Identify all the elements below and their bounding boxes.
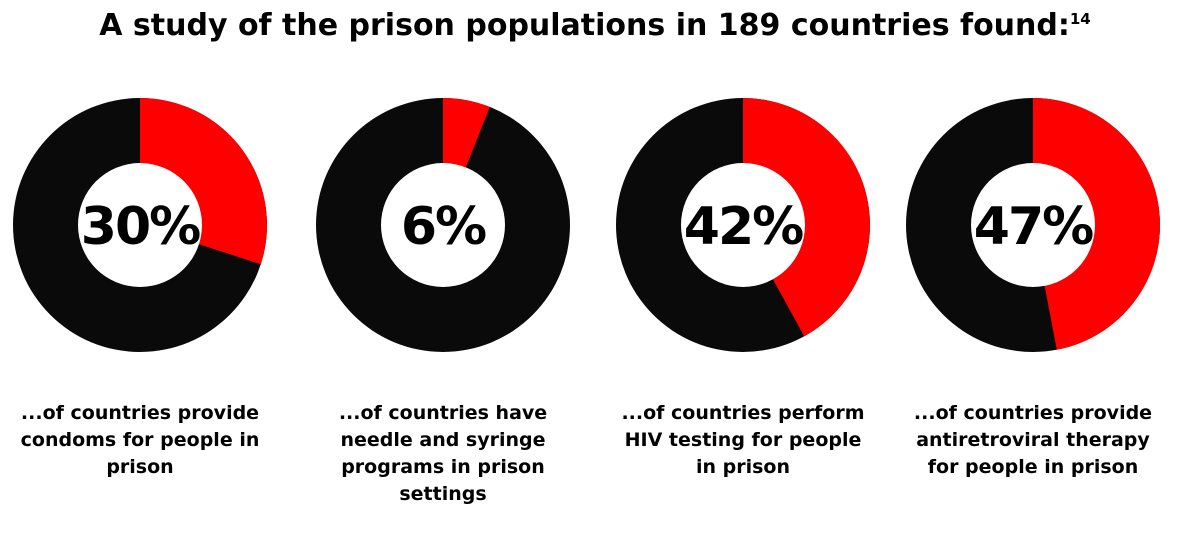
donut-chart-condoms: 30% <box>12 97 268 353</box>
caption-condoms: ...of countries provide condoms for peop… <box>20 402 260 478</box>
donut-chart-hiv-testing: 42% <box>615 97 871 353</box>
donut-slice <box>1033 98 1160 350</box>
donut-svg: 6% <box>316 98 570 352</box>
percent-label: 6% <box>401 197 486 257</box>
footnote-reference: 14 <box>1069 10 1091 28</box>
percent-label: 47% <box>974 197 1093 257</box>
donut-chart-needle-syringe: 6% <box>315 97 571 353</box>
page-title: A study of the prison populations in 189… <box>0 8 1190 43</box>
percent-label: 42% <box>684 197 803 257</box>
caption-antiretroviral: ...of countries provide antiretroviral t… <box>913 402 1153 478</box>
donut-svg: 42% <box>616 98 870 352</box>
donut-hole <box>78 163 202 287</box>
title-text: A study of the prison populations in 189… <box>99 8 1070 43</box>
donut-hole <box>971 163 1095 287</box>
caption-hiv-testing: ...of countries perform HIV testing for … <box>621 402 865 478</box>
donut-hole <box>381 163 505 287</box>
donut-chart-antiretroviral: 47% <box>905 97 1161 353</box>
donut-hole <box>681 163 805 287</box>
caption-needle-syringe: ...of countries have needle and syringe … <box>338 402 548 505</box>
donut-svg: 30% <box>13 98 267 352</box>
donut-svg: 47% <box>906 98 1160 352</box>
percent-label: 30% <box>81 197 200 257</box>
